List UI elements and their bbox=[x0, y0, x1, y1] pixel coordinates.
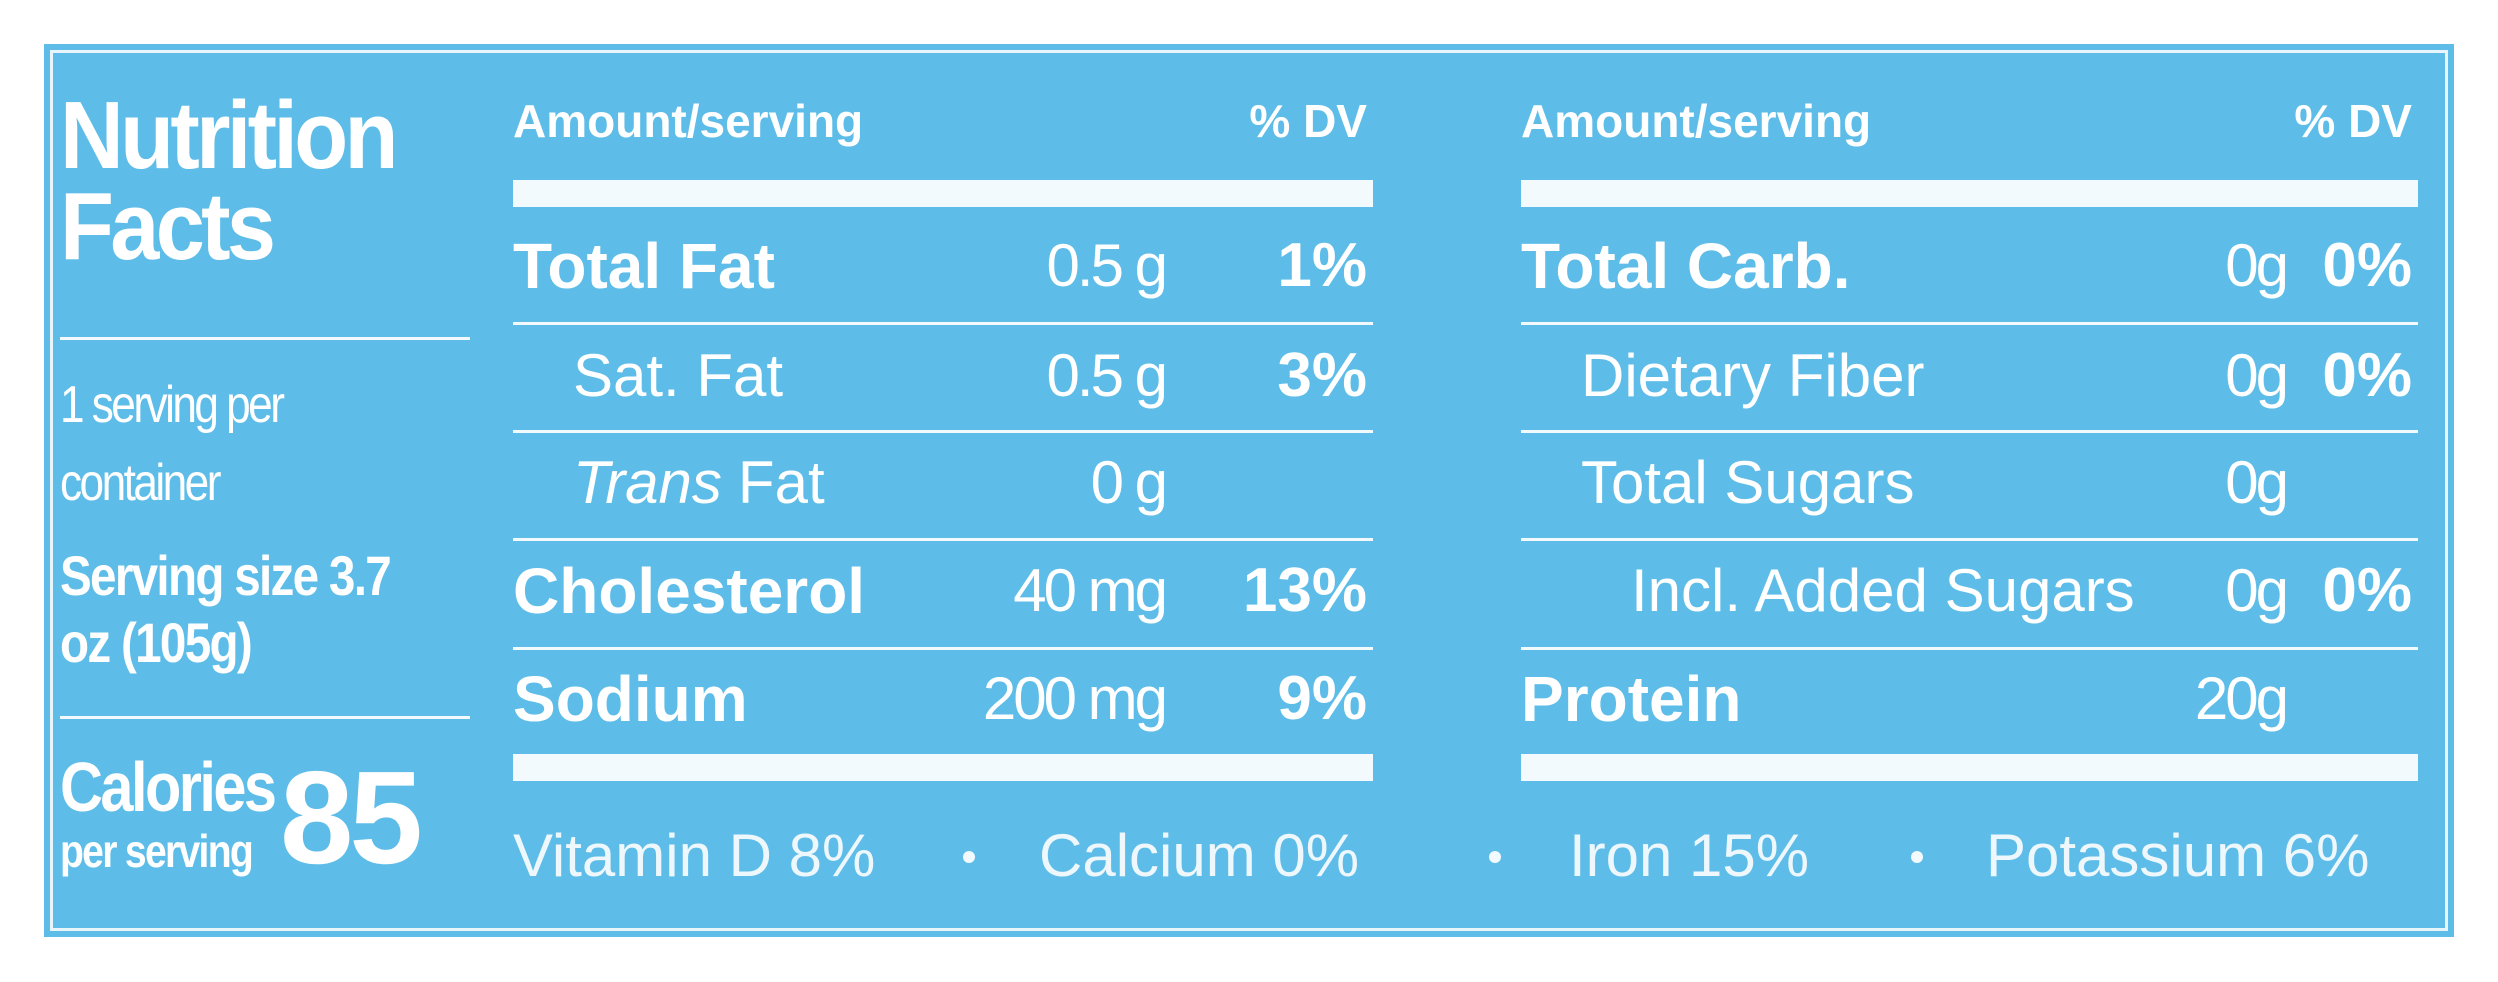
daily-value: 13% bbox=[1242, 556, 1367, 625]
servings: 1 serving per container bbox=[60, 376, 285, 512]
calories-label: Calories bbox=[60, 748, 277, 826]
thick-bar bbox=[1521, 754, 2418, 781]
header-dv: % DV bbox=[1249, 95, 1367, 147]
daily-value: 0% bbox=[2322, 556, 2412, 625]
divider bbox=[60, 337, 470, 340]
calories-value: 85 bbox=[280, 744, 423, 891]
serving-size: Serving size 3.7 oz (105g) bbox=[60, 544, 392, 675]
thick-bar bbox=[513, 754, 1373, 781]
amount: 0.5 g bbox=[1046, 232, 1168, 299]
row-divider bbox=[513, 538, 1373, 541]
daily-value: 0% bbox=[2322, 231, 2412, 300]
nutrient-name: Protein bbox=[1521, 663, 1742, 735]
row-divider bbox=[1521, 322, 2418, 325]
separator-dot bbox=[1911, 851, 1923, 863]
amount: 0g bbox=[2225, 342, 2289, 409]
separator-dot bbox=[1489, 851, 1501, 863]
nutrient-name: Total Fat bbox=[513, 230, 775, 302]
nutrient-name: Cholesterol bbox=[513, 555, 866, 627]
footer-item: Vitamin D 8% bbox=[513, 822, 876, 889]
row-divider bbox=[513, 322, 1373, 325]
nutrient-name: Total Carb. bbox=[1521, 230, 1851, 302]
daily-value: 9% bbox=[1277, 664, 1367, 733]
separator-dot bbox=[963, 851, 975, 863]
nutrient-name: Incl. Added Sugars bbox=[1631, 557, 2135, 624]
nutrient-name: Dietary Fiber bbox=[1581, 342, 1925, 409]
amount: 200 mg bbox=[982, 665, 1168, 732]
daily-value: 3% bbox=[1277, 341, 1367, 410]
nutrient-name: Sodium bbox=[513, 663, 748, 735]
daily-value: 1% bbox=[1277, 231, 1367, 300]
title: Nutrition Facts bbox=[60, 82, 398, 281]
amount: 0g bbox=[2225, 232, 2289, 299]
row-divider bbox=[1521, 430, 2418, 433]
amount: 0g bbox=[2225, 557, 2289, 624]
daily-value: 0% bbox=[2322, 341, 2412, 410]
header-amount: Amount/serving bbox=[513, 95, 864, 147]
row-divider bbox=[513, 647, 1373, 650]
thick-bar bbox=[1521, 180, 2418, 207]
divider bbox=[60, 716, 470, 719]
nutrient-name: Fat bbox=[737, 449, 825, 516]
amount: 0 g bbox=[1090, 449, 1168, 516]
calories-sublabel: per serving bbox=[60, 825, 254, 877]
nutrient-italic: Trans bbox=[573, 449, 722, 516]
amount: 0g bbox=[2225, 449, 2289, 516]
label-border bbox=[50, 50, 2448, 931]
footer-item: Potassium 6% bbox=[1986, 822, 2370, 889]
amount: 0.5 g bbox=[1046, 342, 1168, 409]
header-amount: Amount/serving bbox=[1521, 95, 1872, 147]
header-dv: % DV bbox=[2294, 95, 2412, 147]
footer-item: Iron 15% bbox=[1569, 822, 1810, 889]
nutrient-name: Sat. Fat bbox=[573, 342, 784, 409]
footer-item: Calcium 0% bbox=[1039, 822, 1360, 889]
row-divider bbox=[1521, 647, 2418, 650]
amount: 20g bbox=[2194, 665, 2289, 732]
thick-bar bbox=[513, 180, 1373, 207]
nutrient-name: Total Sugars bbox=[1581, 449, 1915, 516]
amount: 40 mg bbox=[1013, 557, 1168, 624]
row-divider bbox=[1521, 538, 2418, 541]
row-divider bbox=[513, 430, 1373, 433]
